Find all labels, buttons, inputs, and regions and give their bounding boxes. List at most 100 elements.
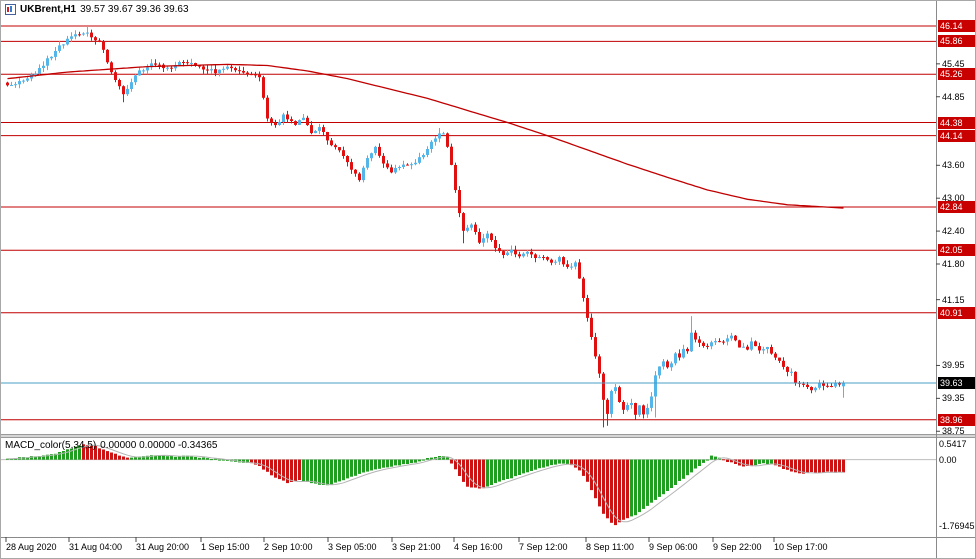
candle-body <box>834 383 837 387</box>
macd-bar <box>86 445 89 460</box>
macd-indicator-values: 0.00000 0.00000 -0.34365 <box>100 440 218 451</box>
macd-bar <box>166 456 169 460</box>
macd-bar <box>330 459 333 485</box>
candle-body <box>830 386 833 387</box>
macd-bar <box>502 459 505 481</box>
candle-body <box>746 346 749 350</box>
candle-body <box>482 238 485 243</box>
candle-body <box>242 71 245 73</box>
moving-average-line[interactable] <box>7 63 844 209</box>
macd-bar <box>654 459 657 500</box>
macd-bar <box>714 456 717 460</box>
candle-body <box>122 86 125 95</box>
candle-body <box>698 339 701 343</box>
macd-bar <box>478 459 481 489</box>
candle-body <box>218 69 221 74</box>
candle-body <box>6 82 9 86</box>
candle-body <box>322 127 325 132</box>
candle-body <box>34 73 37 75</box>
candle-body <box>818 383 821 388</box>
candle-body <box>130 82 133 89</box>
candle-body <box>806 384 809 387</box>
macd-bar <box>422 459 425 461</box>
macd-bar <box>70 448 73 460</box>
candle-body <box>26 78 29 81</box>
macd-bar <box>66 449 69 460</box>
level-lines[interactable] <box>1 25 936 421</box>
candle-body <box>626 405 629 410</box>
candle-body <box>602 373 605 400</box>
candle-body <box>510 249 513 253</box>
macd-bar <box>802 459 805 474</box>
candle-body <box>722 341 725 343</box>
macd-bar <box>350 459 353 477</box>
candle-body <box>430 141 433 149</box>
candle-body <box>370 153 373 159</box>
candle-body <box>434 138 437 142</box>
macd-bar <box>374 459 377 470</box>
candle-body <box>762 349 765 351</box>
candle-body <box>310 125 313 134</box>
macd-bar <box>142 456 145 460</box>
macd-bar <box>566 459 569 465</box>
candle-body <box>534 254 537 258</box>
macd-bar <box>482 459 485 489</box>
macd-bar <box>506 459 509 479</box>
macd-bar <box>354 459 357 476</box>
candle-body <box>570 266 573 268</box>
candle-body <box>398 167 401 168</box>
macd-bar <box>138 456 141 460</box>
macd-bar <box>130 457 133 460</box>
macd-bar <box>50 454 53 460</box>
macd-bar <box>570 459 573 466</box>
candle-body <box>706 345 709 347</box>
macd-bar <box>134 457 137 460</box>
candle-body <box>102 42 105 50</box>
candle-body <box>770 347 773 354</box>
macd-bar <box>590 459 593 491</box>
macd-bar <box>202 457 205 460</box>
candle-body <box>14 84 17 86</box>
macd-bar <box>382 459 385 468</box>
macd-bar <box>110 452 113 460</box>
candle-body <box>302 117 305 121</box>
macd-bar <box>178 456 181 460</box>
macd-bar <box>402 459 405 465</box>
candle-body <box>346 156 349 163</box>
macd-bar <box>462 459 465 482</box>
macd-bar <box>122 456 125 460</box>
macd-bar <box>710 455 713 460</box>
macd-bar <box>362 459 365 473</box>
macd-bar <box>834 459 837 473</box>
candle-body <box>382 155 385 164</box>
macd-bar <box>774 459 777 466</box>
candle-body <box>298 120 301 125</box>
macd-bar <box>626 459 629 519</box>
candle-body <box>66 38 69 45</box>
macd-bar <box>90 445 93 460</box>
candle-body <box>458 190 461 214</box>
macd-bar <box>118 455 121 460</box>
macd-bar <box>638 459 641 513</box>
macd-bar <box>754 459 757 466</box>
macd-bar <box>830 459 833 472</box>
candle-body <box>294 121 297 125</box>
candle-body <box>390 167 393 173</box>
candle-body <box>638 405 641 415</box>
macd-bar <box>786 459 789 470</box>
macd-bar <box>514 459 517 477</box>
candle-body <box>690 332 693 352</box>
candle-body <box>738 340 741 348</box>
macd-bar <box>342 459 345 481</box>
candle-body <box>138 70 141 76</box>
macd-bar <box>730 459 733 463</box>
macd-bar <box>426 458 429 460</box>
macd-bar <box>538 459 541 469</box>
candle-body <box>714 341 717 343</box>
macd-bar <box>266 459 269 472</box>
candle-body <box>222 68 225 70</box>
macd-bar <box>206 458 209 460</box>
panel-separator[interactable] <box>1 434 976 438</box>
candle-body <box>550 259 553 263</box>
